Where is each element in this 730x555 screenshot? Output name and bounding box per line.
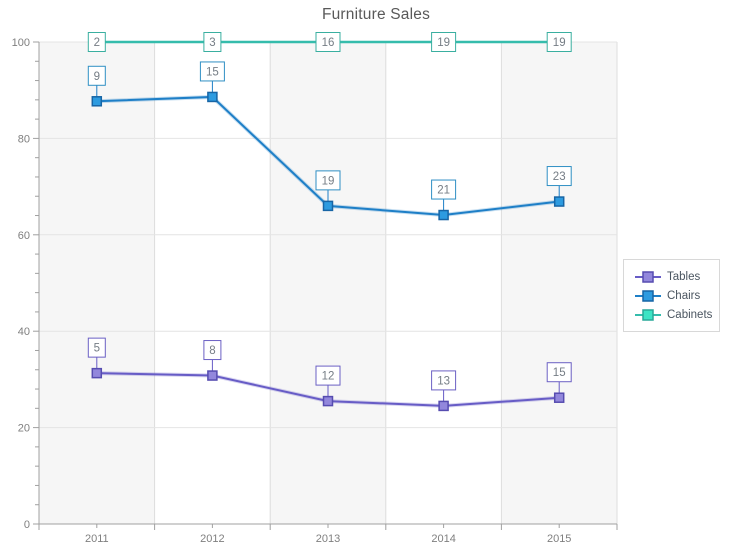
data-point-marker[interactable] bbox=[438, 400, 449, 412]
x-tick-label: 2015 bbox=[547, 533, 571, 545]
point-label-value: 16 bbox=[322, 37, 335, 49]
legend-item-label: Cabinets bbox=[667, 308, 713, 321]
point-label-value: 21 bbox=[437, 185, 450, 197]
legend-marker-icon bbox=[635, 289, 661, 302]
plot-band bbox=[39, 42, 155, 524]
point-label-value: 5 bbox=[94, 343, 100, 355]
axes bbox=[33, 41, 618, 530]
legend-item-tables[interactable]: Tables bbox=[635, 271, 719, 283]
legend-item-label: Chairs bbox=[667, 289, 701, 302]
point-label-value: 15 bbox=[206, 66, 219, 78]
plot-band bbox=[385, 42, 502, 524]
point-label-box bbox=[203, 340, 222, 361]
point-label-box bbox=[546, 32, 572, 52]
data-point-marker[interactable] bbox=[553, 196, 565, 207]
data-point-marker[interactable] bbox=[553, 392, 565, 403]
point-label-box bbox=[546, 362, 572, 383]
legend-item-label: Tables bbox=[667, 270, 701, 283]
point-label-box bbox=[431, 32, 457, 52]
plot-band bbox=[501, 42, 617, 524]
x-tick-label: 2011 bbox=[85, 533, 109, 545]
data-point-marker[interactable] bbox=[322, 395, 334, 407]
legend-item-chairs[interactable]: Chairs bbox=[635, 290, 719, 302]
data-point-marker[interactable] bbox=[207, 370, 218, 381]
data-point-marker[interactable] bbox=[322, 200, 334, 212]
y-tick-label: 0 bbox=[24, 519, 30, 531]
point-label-box bbox=[546, 166, 572, 187]
point-label-value: 23 bbox=[553, 171, 566, 183]
plot-band bbox=[270, 42, 386, 524]
series-chairs: 9 15 19 21 23 bbox=[87, 61, 572, 221]
point-label-box bbox=[315, 365, 341, 386]
point-label-value: 13 bbox=[437, 375, 450, 387]
legend-marker-icon bbox=[635, 308, 661, 321]
point-label-box bbox=[87, 32, 106, 52]
plot-bands bbox=[39, 42, 617, 524]
data-point-marker[interactable] bbox=[91, 96, 103, 107]
point-label-value: 9 bbox=[94, 71, 100, 83]
x-tick-label: 2012 bbox=[200, 533, 224, 545]
x-tick-label: 2014 bbox=[431, 533, 455, 545]
point-label-box bbox=[431, 370, 457, 391]
point-label-value: 19 bbox=[437, 37, 450, 49]
series-tables: 5 8 12 13 15 bbox=[87, 337, 572, 412]
y-tick-label: 60 bbox=[18, 230, 30, 242]
x-tick-label: 2013 bbox=[316, 533, 340, 545]
point-label-box bbox=[315, 32, 341, 52]
point-label-value: 19 bbox=[553, 37, 566, 49]
point-label-value: 8 bbox=[209, 345, 215, 357]
axis-labels: 0 20 40 60 80 100 2011 2012 2013 2014 2015 bbox=[12, 37, 572, 545]
y-tick-label: 40 bbox=[18, 326, 30, 338]
chart-title: Furniture Sales bbox=[321, 6, 431, 23]
chart-legend: Tables Chairs Cabinets bbox=[623, 259, 720, 332]
point-label-value: 15 bbox=[553, 367, 566, 379]
y-tick-label: 100 bbox=[12, 37, 30, 49]
point-label-box bbox=[199, 61, 225, 82]
data-point-marker[interactable] bbox=[438, 209, 449, 221]
y-tick-label: 20 bbox=[18, 423, 30, 435]
point-label-box bbox=[87, 65, 106, 86]
point-label-value: 19 bbox=[322, 175, 335, 187]
legend-marker-icon bbox=[635, 270, 661, 283]
point-label-value: 3 bbox=[209, 37, 215, 49]
point-label-box bbox=[87, 337, 106, 358]
series-cabinets: 2 3 16 19 19 bbox=[87, 32, 572, 52]
point-label-value: 12 bbox=[322, 371, 335, 383]
point-label-box bbox=[315, 170, 341, 191]
plot-band bbox=[154, 42, 271, 524]
point-label-box bbox=[431, 179, 457, 200]
point-label-box bbox=[203, 32, 222, 52]
point-label-value: 2 bbox=[94, 37, 100, 49]
y-tick-label: 80 bbox=[18, 133, 30, 145]
data-point-marker[interactable] bbox=[91, 367, 103, 379]
data-point-marker[interactable] bbox=[207, 91, 218, 103]
legend-item-cabinets[interactable]: Cabinets bbox=[635, 309, 719, 321]
